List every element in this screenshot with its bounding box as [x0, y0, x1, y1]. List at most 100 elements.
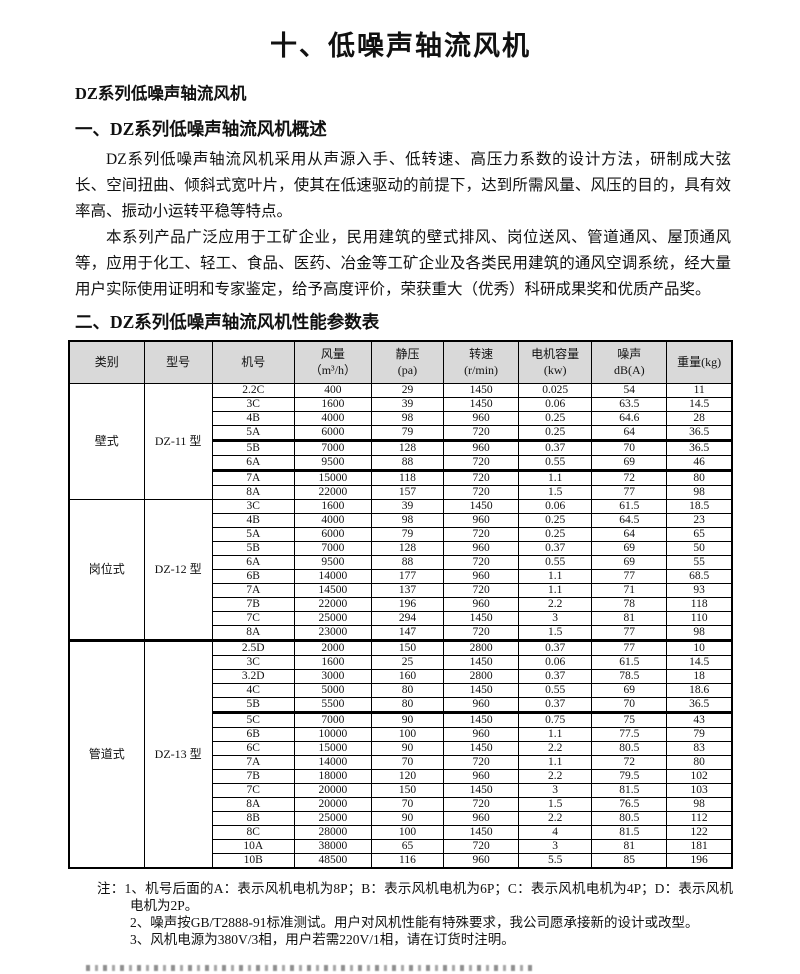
table-cell: 1450 [443, 396, 520, 412]
table-cell: 11 [666, 382, 733, 398]
table-cell: 14000 [293, 568, 372, 584]
table-cell: 61.5 [591, 654, 668, 670]
table-row: 3C 1600 25 1450 0.06 61.5 14.5 [69, 654, 733, 670]
table-header-row: 类别 型号 机号 风量 （m³/h） 静压 (pa) 转速 (r/min) 电机容量 (kw) 噪声 d… [68, 340, 733, 384]
table-cell: 7B [211, 768, 295, 784]
table-cell: 1450 [443, 711, 520, 728]
cutoff-next-line-strip [86, 965, 534, 971]
table-cell: 7000 [293, 540, 372, 556]
model-cell: DZ-11 型 [143, 382, 213, 500]
table-cell: 70 [370, 796, 445, 812]
table-cell: 720 [443, 469, 520, 486]
table-cell: 80.5 [591, 810, 668, 826]
table-cell: 9500 [293, 554, 372, 570]
table-cell: 0.37 [518, 696, 593, 714]
table-cell: 1450 [443, 782, 520, 798]
section2-heading: 二、DZ系列低噪声轴流风机性能参数表 [75, 312, 380, 332]
table-cell: 72 [591, 469, 668, 486]
table-cell: 70 [370, 754, 445, 770]
table-cell: 0.55 [518, 682, 593, 698]
table-cell: 79 [370, 424, 445, 442]
table-cell: 960 [443, 810, 520, 826]
table-row: 7C 25000 294 1450 3 81 110 [69, 610, 733, 626]
table-cell: 80 [370, 682, 445, 698]
table-cell: 3C [211, 396, 295, 412]
table-cell: 5B [211, 540, 295, 556]
table-cell: 79.5 [591, 768, 668, 784]
table-cell: 18000 [293, 768, 372, 784]
series-subtitle: DZ系列低噪声轴流风机 [75, 84, 247, 103]
table-cell: 1.5 [518, 484, 593, 500]
column-header: 重量(kg) [666, 340, 733, 384]
model-cell: DZ-13 型 [143, 638, 213, 868]
table-cell: 88 [370, 454, 445, 472]
table-cell: 3.2D [211, 668, 295, 684]
table-row: 3.2D 3000 160 2800 0.37 78.5 18 [69, 668, 733, 684]
table-row: 5A 6000 79 720 0.25 64 36.5 [69, 424, 733, 442]
table-cell: 720 [443, 454, 520, 472]
table-cell: 177 [370, 568, 445, 584]
table-cell: 0.25 [518, 410, 593, 426]
table-cell: 0.75 [518, 711, 593, 728]
table-cell: 72 [591, 754, 668, 770]
table-cell: 960 [443, 540, 520, 556]
table-cell: 5B [211, 696, 295, 714]
table-cell: 720 [443, 624, 520, 641]
table-cell: 5A [211, 424, 295, 442]
table-cell: 10000 [293, 726, 372, 742]
table-cell: 77 [591, 484, 668, 500]
table-cell: 196 [370, 596, 445, 612]
table-cell: 14500 [293, 582, 372, 598]
table-cell: 64 [591, 424, 668, 442]
table-cell: 960 [443, 596, 520, 612]
table-row: 7A 14000 70 720 1.1 72 80 [69, 754, 733, 770]
table-cell: 2.2C [211, 382, 295, 398]
table-cell: 1.1 [518, 582, 593, 598]
table-cell: 39 [370, 498, 445, 514]
table-cell: 7A [211, 754, 295, 770]
table-cell: 78 [591, 596, 668, 612]
table-cell: 147 [370, 624, 445, 641]
table-cell: 98 [666, 624, 733, 641]
table-cell: 960 [443, 768, 520, 784]
table-cell: 181 [666, 838, 733, 854]
table-cell: 81.5 [591, 782, 668, 798]
table-cell: 1450 [443, 382, 520, 398]
table-cell: 85 [591, 852, 668, 868]
table-cell: 720 [443, 838, 520, 854]
table-cell: 118 [666, 596, 733, 612]
notes: 注：1、机号后面的A：表示风机电机为8P；B：表示风机电机为6P；C：表示风机电… [68, 880, 733, 948]
column-header: 转速 (r/min) [443, 340, 520, 384]
table-cell: 5A [211, 526, 295, 542]
table-cell: 0.55 [518, 554, 593, 570]
table-cell: 69 [591, 540, 668, 556]
table-cell: 14000 [293, 754, 372, 770]
table-cell: 77 [591, 568, 668, 584]
table-cell: 0.06 [518, 654, 593, 670]
table-cell: 68.5 [666, 568, 733, 584]
table-cell: 64.5 [591, 512, 668, 528]
table-cell: 46 [666, 454, 733, 472]
table-row: 4B 4000 98 960 0.25 64.5 23 [69, 512, 733, 528]
table-cell: 1.1 [518, 469, 593, 486]
table-cell: 720 [443, 796, 520, 812]
table-cell: 6C [211, 740, 295, 756]
table-cell: 6A [211, 454, 295, 472]
table-cell: 69 [591, 682, 668, 698]
table-row: 5B 5500 80 960 0.37 70 36.5 [69, 696, 733, 714]
table-cell: 960 [443, 512, 520, 528]
table-cell: 79 [370, 526, 445, 542]
table-cell: 90 [370, 810, 445, 826]
table-cell: 3 [518, 838, 593, 854]
table-cell: 1450 [443, 824, 520, 840]
table-cell: 1450 [443, 740, 520, 756]
table-cell: 18.6 [666, 682, 733, 698]
category-cell: 岗位式 [68, 498, 145, 641]
section1-heading: 一、DZ系列低噪声轴流风机概述 [75, 119, 327, 139]
table-cell: 1450 [443, 498, 520, 514]
table-cell: 7000 [293, 711, 372, 728]
table-cell: 98 [666, 484, 733, 500]
table-cell: 5C [211, 711, 295, 728]
table-cell: 8B [211, 810, 295, 826]
table-cell: 196 [666, 852, 733, 868]
